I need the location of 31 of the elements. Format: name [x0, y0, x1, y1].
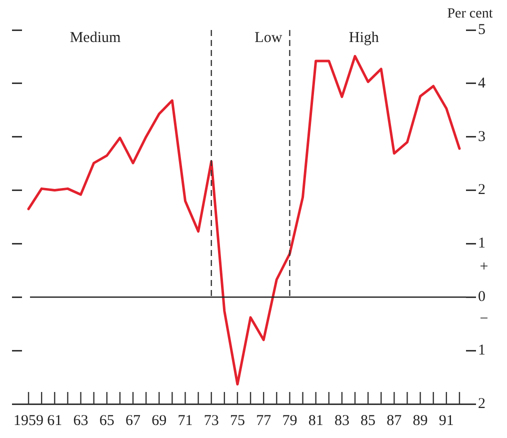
x-tick-label: 1959: [14, 412, 44, 429]
x-tick-label: 65: [99, 412, 114, 429]
annotation: Low: [254, 30, 282, 46]
x-tick-label: 89: [412, 412, 428, 429]
x-tick-label: 75: [230, 412, 245, 429]
x-tick-label: 83: [334, 412, 350, 429]
y-tick-label: 2: [478, 396, 486, 412]
text: −: [480, 311, 488, 328]
annotation: High: [348, 30, 380, 46]
y-tick-label: 3: [478, 128, 486, 145]
x-tick-label: 77: [256, 412, 272, 429]
y-tick-label: 5: [478, 22, 486, 38]
x-tick-label: 73: [204, 412, 219, 429]
x-tick-label: 87: [386, 412, 402, 429]
y-tick-label: 1: [478, 342, 486, 359]
x-tick-label: 63: [73, 412, 88, 429]
y-tick-label: 2: [478, 182, 486, 198]
x-tick-label: 71: [178, 412, 193, 429]
x-tick-label: 69: [152, 412, 167, 429]
y-tick-label: 4: [478, 75, 486, 92]
y-axis-title: Per cent: [447, 6, 493, 22]
y-tick-label: 1: [478, 236, 486, 252]
x-tick-label: 79: [282, 412, 298, 429]
annotation: Medium: [70, 30, 121, 46]
x-tick-label: 91: [438, 412, 454, 429]
y-tick-label: 0: [478, 289, 486, 306]
x-tick-label: 67: [126, 412, 141, 429]
x-tick-label: 81: [308, 412, 324, 429]
x-tick-label: 61: [47, 412, 62, 429]
x-tick-label: 85: [360, 412, 376, 429]
text: +: [480, 259, 488, 276]
